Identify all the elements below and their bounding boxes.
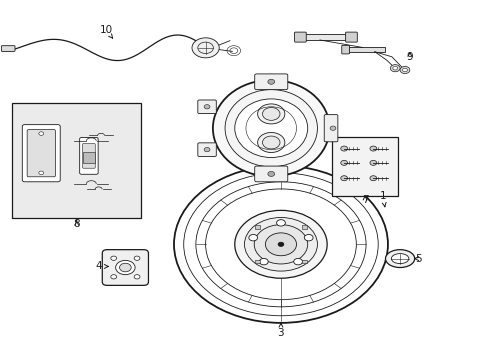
Ellipse shape xyxy=(224,90,317,167)
Circle shape xyxy=(259,258,267,265)
Text: 2: 2 xyxy=(241,248,259,258)
Ellipse shape xyxy=(234,99,307,157)
Circle shape xyxy=(329,126,335,130)
Circle shape xyxy=(389,64,399,72)
Circle shape xyxy=(257,132,285,153)
Circle shape xyxy=(134,256,140,260)
Circle shape xyxy=(369,176,376,181)
Bar xyxy=(255,225,260,229)
Circle shape xyxy=(254,225,307,264)
Circle shape xyxy=(134,275,140,279)
Circle shape xyxy=(257,104,285,124)
FancyBboxPatch shape xyxy=(254,74,287,90)
Circle shape xyxy=(340,160,347,165)
Text: 5: 5 xyxy=(414,253,421,264)
Circle shape xyxy=(111,275,116,279)
Circle shape xyxy=(304,234,312,241)
Text: 1: 1 xyxy=(379,191,386,207)
Bar xyxy=(301,225,306,229)
FancyBboxPatch shape xyxy=(80,138,98,174)
Bar xyxy=(301,260,306,263)
Text: 3: 3 xyxy=(277,323,284,338)
Circle shape xyxy=(369,146,376,151)
Circle shape xyxy=(119,263,131,272)
Circle shape xyxy=(39,132,43,135)
Circle shape xyxy=(369,160,376,165)
FancyBboxPatch shape xyxy=(341,45,349,54)
Circle shape xyxy=(265,233,296,256)
Circle shape xyxy=(399,66,409,73)
Circle shape xyxy=(203,105,209,109)
FancyBboxPatch shape xyxy=(102,249,148,285)
Circle shape xyxy=(278,242,284,247)
Bar xyxy=(345,48,384,52)
FancyBboxPatch shape xyxy=(345,32,357,42)
Text: 8: 8 xyxy=(73,219,80,229)
Ellipse shape xyxy=(390,253,408,264)
Circle shape xyxy=(392,66,397,70)
Circle shape xyxy=(262,136,280,149)
Circle shape xyxy=(116,260,135,275)
Circle shape xyxy=(111,256,116,260)
FancyBboxPatch shape xyxy=(324,114,337,142)
Bar xyxy=(12,103,141,217)
Circle shape xyxy=(267,171,274,176)
FancyBboxPatch shape xyxy=(1,46,15,51)
Text: 7: 7 xyxy=(361,195,367,204)
Circle shape xyxy=(267,79,274,84)
Circle shape xyxy=(248,234,257,241)
FancyBboxPatch shape xyxy=(294,32,305,42)
Circle shape xyxy=(234,210,326,278)
FancyBboxPatch shape xyxy=(22,125,60,182)
Circle shape xyxy=(340,176,347,181)
Ellipse shape xyxy=(212,80,329,176)
Text: 6: 6 xyxy=(231,109,238,119)
Bar xyxy=(255,260,260,263)
Circle shape xyxy=(262,108,280,120)
FancyBboxPatch shape xyxy=(82,144,95,168)
Text: 4: 4 xyxy=(95,261,108,271)
Bar xyxy=(300,34,351,40)
FancyBboxPatch shape xyxy=(27,130,55,177)
Text: 9: 9 xyxy=(406,52,412,62)
Circle shape xyxy=(276,220,285,226)
Circle shape xyxy=(402,68,407,72)
Bar xyxy=(331,137,397,196)
Circle shape xyxy=(192,38,219,58)
Ellipse shape xyxy=(385,249,414,267)
Circle shape xyxy=(203,148,209,152)
Circle shape xyxy=(293,258,302,265)
Text: 10: 10 xyxy=(99,25,112,38)
Circle shape xyxy=(340,146,347,151)
FancyBboxPatch shape xyxy=(198,100,216,113)
FancyBboxPatch shape xyxy=(198,143,216,157)
Circle shape xyxy=(39,171,43,175)
FancyBboxPatch shape xyxy=(254,166,287,182)
Circle shape xyxy=(244,217,317,271)
Bar xyxy=(83,152,95,163)
